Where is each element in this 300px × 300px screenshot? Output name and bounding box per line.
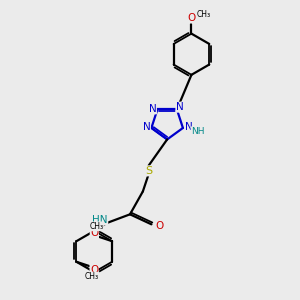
Text: O: O [90, 228, 98, 238]
Text: O: O [90, 265, 98, 275]
Text: CH₃: CH₃ [85, 272, 99, 281]
Text: O: O [187, 13, 196, 23]
Text: CH₃: CH₃ [196, 10, 211, 19]
Text: CH₃: CH₃ [89, 222, 103, 231]
Text: N: N [142, 122, 150, 132]
Text: N: N [185, 122, 193, 131]
Text: O: O [155, 221, 164, 231]
Text: S: S [146, 166, 153, 176]
Text: HN: HN [92, 215, 108, 225]
Text: N: N [176, 102, 184, 112]
Text: N: N [149, 104, 156, 114]
Text: NH: NH [191, 127, 205, 136]
